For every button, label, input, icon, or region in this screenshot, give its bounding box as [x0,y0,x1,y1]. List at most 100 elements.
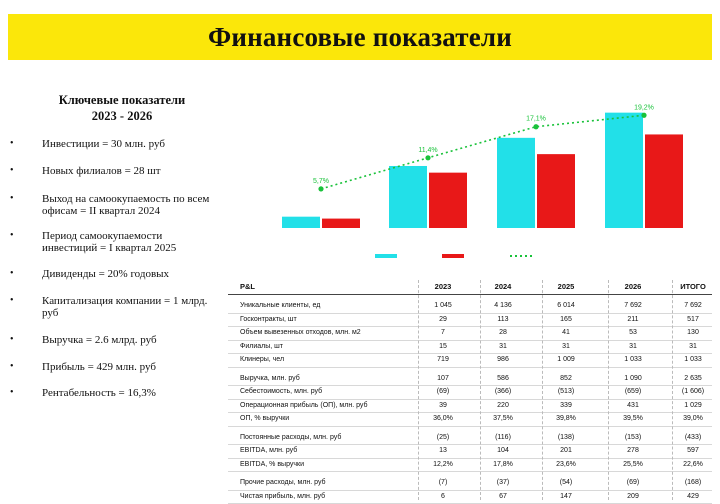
table-cell: 719 [437,356,449,363]
table-cell: (1 606) [681,388,705,395]
table-cell: 104 [497,447,509,454]
table-cell: 28 [499,329,507,336]
margin-line [320,114,645,190]
table-cell: (366) [494,388,512,395]
table-cell: 113 [497,315,509,323]
table-cell: 53 [629,329,637,336]
table-cell: 220 [497,401,509,409]
row-label: EBITDA, % выручки [240,460,305,468]
row-label: Выручка, млн. руб [240,374,300,382]
table-row: Уникальные клиенты, ед 1 045 4 136 6 014 7 6… [228,300,712,314]
margin-point [318,186,324,192]
legend-swatch [375,254,397,258]
table-row: Филиалы, шт 15 31 31 31 31 [228,341,712,354]
table-cell: 12,2% [433,460,453,468]
table-cell: 7 [441,329,445,336]
table-cell: 2026 [624,282,642,291]
table-cell: (7) [438,479,448,486]
column-divider [542,280,543,500]
table-cell: (138) [557,433,575,441]
table-cell: 852 [560,374,572,382]
table-cell: 986 [497,356,509,363]
table-cell: 6 014 [557,302,575,309]
table-cell: ИТОГО [680,282,706,291]
table-cell: 31 [562,342,570,350]
bar-revenue [389,165,427,228]
row-label: Прочие расходы, млн. руб [240,479,326,486]
key-indicator-text: Выручка = 2.6 млрд. руб [42,334,157,346]
margin-point [533,124,539,130]
bullet-icon: • [10,295,14,306]
row-label: ОП, % выручки [240,415,290,422]
bullet-icon: • [10,165,14,176]
margin-label: 5,7% [313,178,329,185]
bar-profit [537,154,575,228]
row-label: Объем вывезенных отходов, млн. м2 [240,329,361,336]
bullet-icon: • [10,268,14,279]
table-header: P&L 2023 2024 2025 2026 ИТОГО [228,280,712,295]
key-indicators-title: Ключевые показатели [58,93,186,107]
table-cell: 2023 [434,282,452,291]
margin-point [425,155,431,161]
table-cell: 7 692 [684,302,702,309]
table-cell: (513) [557,388,575,395]
table-cell: 339 [560,401,572,409]
table-cell: 25,5% [623,460,643,468]
table-row: EBITDA, млн. руб 13 104 201 278 597 [228,445,712,459]
key-indicator-text: Дивиденды = 20% годовых [42,268,170,280]
table-cell: 6 [441,492,445,500]
table-cell: 1 029 [684,401,702,409]
table-cell: 23,6% [556,460,576,468]
bullet-icon: • [10,387,14,398]
table-cell: 39,8% [556,415,576,422]
table-cell: (25) [436,433,450,441]
row-label: Себестоимость, млн. руб [240,388,323,395]
pnl-table: P&L 2023 2024 2025 2026 ИТОГО Уникальные клиен… [228,280,712,504]
table-cell: (153) [624,433,642,441]
table-cell: 67 [499,492,507,500]
table-cell: 7 692 [624,302,642,309]
row-label: Уникальные клиенты, ед [240,302,321,309]
page-title: Финансовые показатели [207,21,513,52]
table-cell: 1 009 [557,356,575,363]
table-cell: 39 [439,401,447,409]
row-label: Операционная прибыль (ОП), млн. руб [240,401,368,409]
bar-profit [322,218,360,228]
table-cell: (54) [559,479,573,486]
table-cell: 13 [439,447,447,454]
table-cell: (37) [496,479,510,486]
title-banner: Финансовые показатели [8,14,712,60]
table-cell: 597 [687,447,699,454]
table-cell: 41 [562,329,570,336]
row-label: Постоянные расходы, млн. руб [240,433,342,441]
table-cell: 165 [560,315,572,323]
table-cell: (168) [684,479,702,486]
table-cell: 107 [437,374,449,382]
row-label: Филиалы, шт [240,342,283,350]
key-indicator-text: Новых филиалов = 28 шт [42,165,161,177]
column-divider [480,280,481,500]
table-cell: 1 033 [684,356,702,363]
table-row: Объем вывезенных отходов, млн. м2 7 28 41 53… [228,327,712,341]
table-cell: 201 [560,447,572,454]
table-row: ОП, % выручки 36,0% 37,5% 39,8% 39,5% 39,0% [228,413,712,427]
bullet-icon: • [10,230,14,241]
legend-swatch [442,254,464,258]
table-cell: 431 [627,401,639,409]
bar-revenue [605,112,643,228]
table-cell: 4 136 [494,302,512,309]
key-indicator-text: Капитализация компании = 1 млрд. руб [42,295,208,319]
key-indicators-period: 2023 - 2026 [91,109,153,123]
key-indicators-heading: Ключевые показатели 2023 - 2026 [22,92,222,124]
table-cell: 15 [439,342,447,350]
row-label: Клинеры, чел [240,356,285,363]
table-row: Выручка, млн. руб 107 586 852 1 090 2 635 [228,373,712,386]
table-cell: 2 635 [684,374,702,382]
table-cell: 517 [687,315,699,323]
table-cell: 2024 [494,282,512,291]
table-cell: (116) [495,433,511,441]
table-cell: 211 [627,315,639,323]
key-indicator-text: Инвестиции = 30 млн. руб [42,138,165,150]
table-cell: 1 033 [624,356,642,363]
margin-label: 11,4% [418,147,437,154]
